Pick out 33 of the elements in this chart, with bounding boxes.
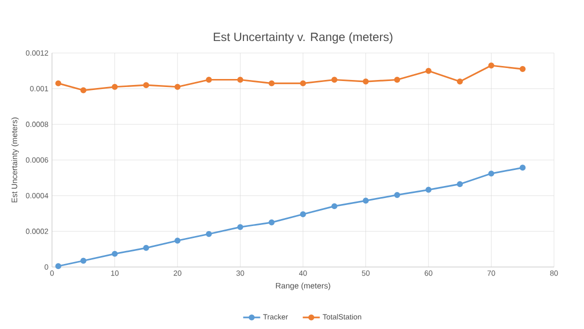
point <box>206 76 212 83</box>
point <box>237 224 244 230</box>
point <box>331 76 338 83</box>
point <box>174 84 180 90</box>
point <box>55 263 62 270</box>
point <box>394 192 400 198</box>
point <box>456 181 463 188</box>
point <box>112 84 118 90</box>
point <box>268 219 275 226</box>
point <box>55 80 62 86</box>
point <box>206 231 212 237</box>
point <box>80 258 86 264</box>
point <box>300 80 306 86</box>
point <box>143 244 150 251</box>
point <box>426 68 432 74</box>
point <box>394 76 400 83</box>
point <box>362 198 369 204</box>
point <box>268 80 275 86</box>
point <box>300 211 306 218</box>
point <box>488 62 494 68</box>
point <box>112 250 118 257</box>
point <box>456 78 463 85</box>
chart-title: Est Uncertainty v. Range (meters) <box>214 32 392 44</box>
point <box>143 82 150 88</box>
point <box>174 238 180 244</box>
point <box>488 170 494 177</box>
point <box>520 66 526 72</box>
point <box>520 164 526 171</box>
point <box>237 76 244 83</box>
point <box>80 87 86 94</box>
point <box>426 186 432 193</box>
point <box>331 203 338 210</box>
point <box>362 78 369 85</box>
